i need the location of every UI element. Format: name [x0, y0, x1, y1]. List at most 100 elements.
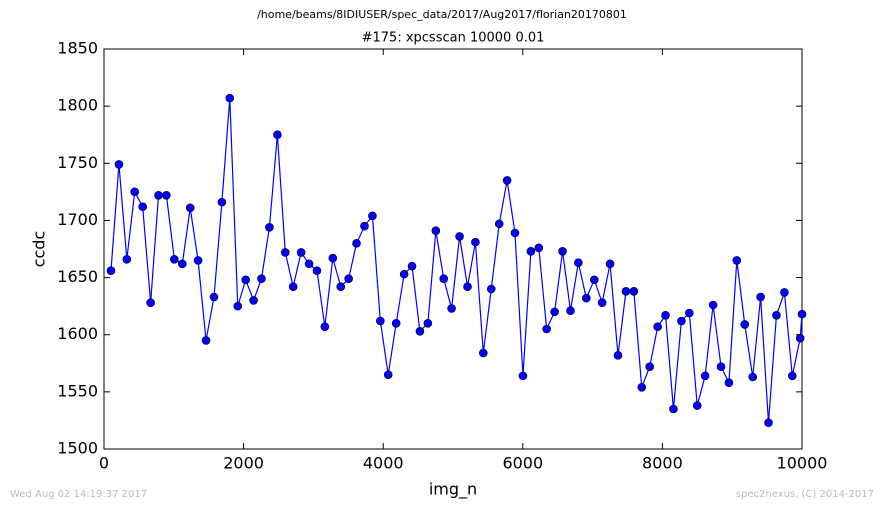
x-tick-label: 8000: [642, 454, 683, 473]
point: [146, 298, 155, 308]
point: [304, 259, 314, 269]
point: [209, 292, 219, 302]
footer-left: Wed Aug 02 14:19:37 2017: [10, 489, 147, 500]
point: [193, 256, 203, 265]
point: [170, 254, 179, 264]
point: [233, 301, 243, 311]
point: [201, 336, 211, 345]
point: [797, 309, 807, 319]
point: [471, 237, 480, 247]
point: [130, 187, 140, 197]
point: [280, 248, 290, 257]
point: [154, 190, 163, 200]
point: [661, 310, 670, 320]
footer-right: spec2nexus, (C) 2014-2017: [736, 489, 874, 500]
point: [645, 362, 654, 372]
point: [692, 401, 702, 410]
point: [399, 269, 409, 279]
point: [653, 322, 662, 332]
point: [447, 304, 456, 313]
point: [114, 160, 124, 169]
point: [621, 286, 631, 296]
y-tick-label: 1550: [57, 381, 98, 400]
point: [787, 371, 797, 381]
point: [740, 320, 750, 329]
point: [383, 370, 393, 380]
point: [708, 300, 718, 310]
y-tick-label: 1700: [57, 210, 98, 229]
point: [296, 248, 306, 257]
y-tick-label: 1850: [57, 39, 98, 58]
point: [597, 298, 607, 308]
y-tick-label: 1750: [57, 153, 98, 172]
point: [764, 418, 773, 428]
point: [217, 197, 227, 207]
point: [550, 307, 559, 317]
point: [724, 378, 734, 388]
point: [352, 238, 361, 248]
point: [312, 266, 322, 276]
point: [669, 404, 678, 414]
point: [265, 222, 274, 232]
point: [534, 243, 544, 253]
point: [748, 372, 758, 382]
point: [178, 259, 187, 269]
plot-frame: [103, 48, 803, 450]
point: [494, 219, 504, 229]
point: [241, 275, 250, 285]
point: [360, 221, 369, 231]
point: [605, 259, 615, 269]
point: [677, 316, 686, 326]
suptitle: /home/beams/8IDIUSER/spec_data/2017/Aug2…: [257, 8, 627, 21]
point: [344, 274, 353, 284]
point: [558, 246, 567, 256]
point: [328, 253, 338, 263]
point: [376, 316, 385, 326]
point: [502, 176, 512, 185]
point: [407, 261, 417, 271]
x-tick-label: 6000: [502, 454, 543, 473]
chart-title: #175: xpcsscan 10000 0.01: [362, 31, 545, 46]
point: [732, 256, 742, 265]
point: [122, 254, 132, 264]
line: [110, 98, 803, 423]
point: [629, 286, 639, 296]
point: [486, 284, 496, 294]
point: [391, 318, 401, 328]
point: [566, 306, 575, 316]
point: [463, 282, 472, 292]
point: [613, 350, 623, 360]
point: [756, 292, 765, 302]
point: [106, 266, 116, 276]
point: [273, 130, 282, 140]
point: [455, 232, 464, 241]
point: [685, 308, 694, 318]
y-tick-label: 1500: [57, 439, 98, 458]
point: [780, 288, 789, 297]
x-tick-label: 4000: [363, 454, 404, 473]
x-tick-label: 2000: [223, 454, 264, 473]
x-axis-label: img_n: [429, 480, 477, 500]
plot-area: [106, 93, 807, 428]
y-tick-label: 1600: [57, 324, 98, 343]
point: [574, 258, 583, 268]
point: [138, 202, 147, 212]
x-tick-label: 10000: [777, 454, 828, 473]
point: [716, 362, 726, 372]
point: [589, 275, 599, 285]
point: [700, 371, 710, 381]
point: [185, 203, 195, 213]
point: [431, 226, 441, 236]
point: [795, 333, 805, 343]
point: [542, 324, 551, 334]
y-tick-label: 1800: [57, 96, 98, 115]
point: [518, 371, 528, 381]
point: [368, 211, 377, 221]
y-tick-label: 1650: [57, 267, 98, 286]
point: [162, 190, 171, 200]
point: [439, 274, 449, 284]
point: [225, 93, 235, 103]
point: [637, 382, 647, 392]
point: [320, 322, 330, 332]
